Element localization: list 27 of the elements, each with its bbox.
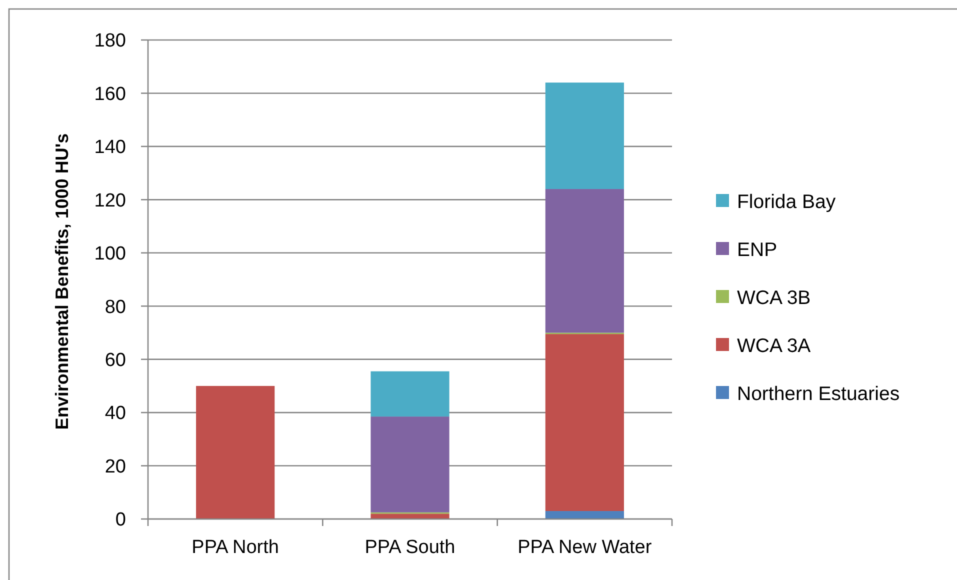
legend-label: Florida Bay [737,190,836,213]
y-tick-label: 120 [94,190,126,212]
y-tick-label: 140 [94,137,126,158]
x-tick-label: PPA North [192,537,279,558]
y-tick-label: 20 [104,456,126,478]
x-tick-label: PPA New Water [518,537,652,558]
legend-label: WCA 3B [737,286,811,309]
y-tick-label: 100 [94,244,126,265]
y-tick-label: 60 [104,350,126,371]
y-tick-label: 40 [104,403,126,424]
legend-label: WCA 3A [737,334,811,357]
bar [196,386,275,519]
y-axis-title: Environmental Benefits, 1000 HU's [52,133,72,430]
legend-label: Northern Estuaries [737,382,900,405]
bar [545,334,624,512]
y-tick-label: 160 [94,84,126,105]
bar [370,371,450,417]
x-tick-label: PPA South [364,537,456,558]
bar [545,189,624,333]
y-tick-label: 0 [115,510,126,531]
bar [370,416,450,512]
bar [370,514,450,519]
bar [545,511,624,519]
legend-label: ENP [737,238,778,261]
y-tick-label: 180 [94,30,126,52]
bar [545,82,624,190]
y-tick-label: 80 [104,296,126,318]
